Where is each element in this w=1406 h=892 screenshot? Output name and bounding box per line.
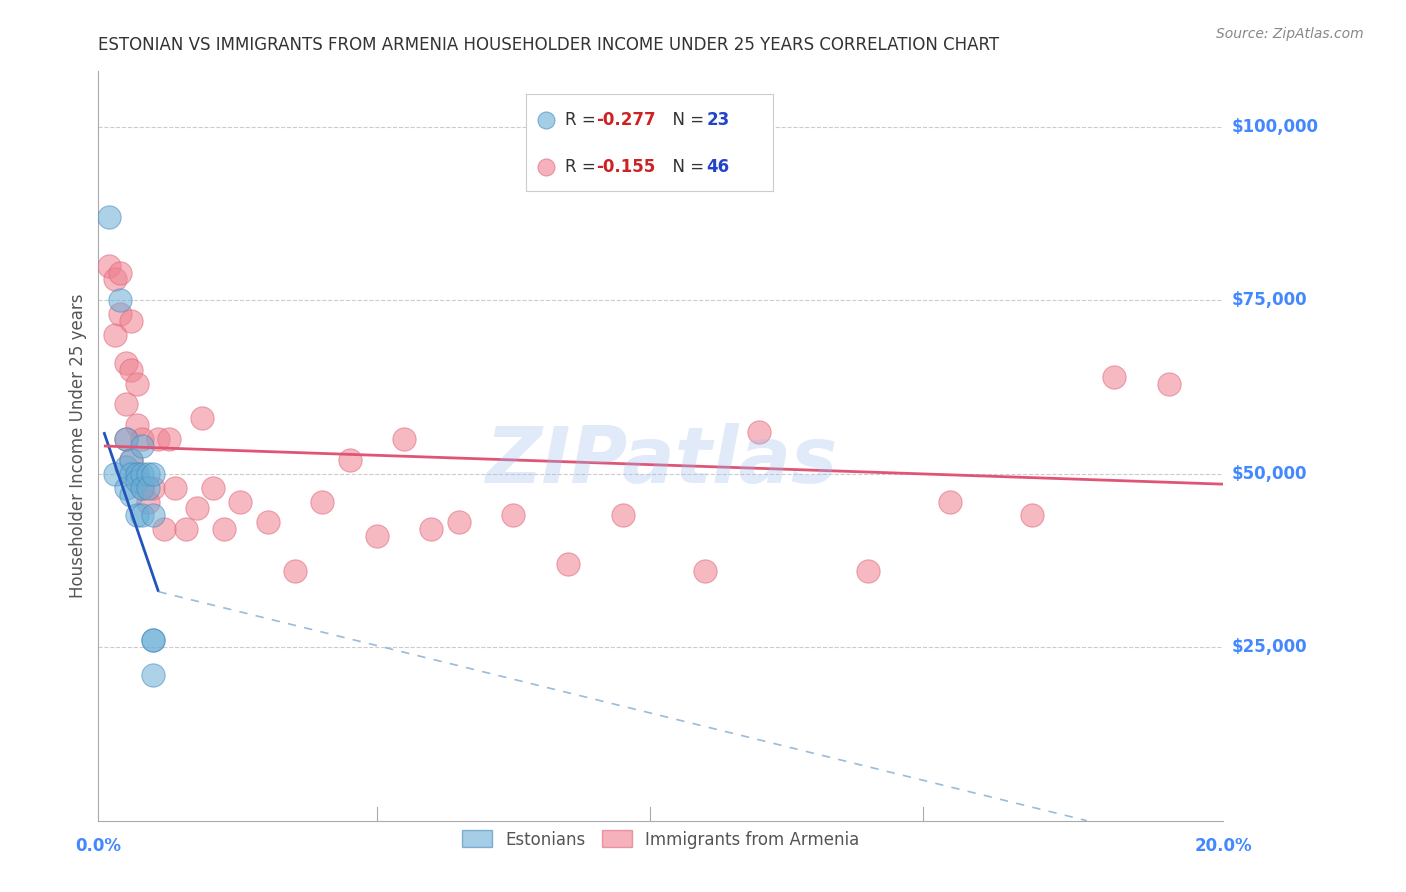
Text: Source: ZipAtlas.com: Source: ZipAtlas.com bbox=[1216, 27, 1364, 41]
Point bbox=[612, 508, 634, 523]
Point bbox=[125, 467, 148, 481]
Point bbox=[142, 508, 165, 523]
Point bbox=[748, 425, 770, 439]
Point bbox=[174, 522, 197, 536]
Point bbox=[256, 516, 278, 530]
Point bbox=[212, 522, 235, 536]
Point bbox=[191, 411, 214, 425]
Point bbox=[120, 467, 142, 481]
Point bbox=[104, 328, 127, 343]
Point bbox=[339, 453, 361, 467]
Legend: Estonians, Immigrants from Armenia: Estonians, Immigrants from Armenia bbox=[457, 825, 865, 854]
Point bbox=[1157, 376, 1180, 391]
Point bbox=[136, 481, 159, 495]
Point bbox=[114, 432, 136, 446]
Point bbox=[110, 307, 132, 321]
Point bbox=[114, 356, 136, 370]
Point bbox=[1021, 508, 1043, 523]
Y-axis label: Householder Income Under 25 years: Householder Income Under 25 years bbox=[69, 293, 87, 599]
Point bbox=[148, 432, 170, 446]
Point bbox=[420, 522, 443, 536]
Point bbox=[131, 481, 153, 495]
Point bbox=[131, 467, 153, 481]
Point bbox=[557, 557, 579, 571]
Point bbox=[502, 508, 524, 523]
Point bbox=[136, 494, 159, 508]
Point bbox=[114, 397, 136, 411]
Point bbox=[202, 481, 225, 495]
Point bbox=[104, 272, 127, 286]
Point bbox=[125, 508, 148, 523]
Point bbox=[104, 467, 127, 481]
Text: $75,000: $75,000 bbox=[1232, 292, 1308, 310]
Point bbox=[131, 508, 153, 523]
Text: $25,000: $25,000 bbox=[1232, 638, 1308, 657]
Text: $50,000: $50,000 bbox=[1232, 465, 1308, 483]
Text: $100,000: $100,000 bbox=[1232, 118, 1319, 136]
Point bbox=[125, 474, 148, 488]
Point bbox=[392, 432, 415, 446]
Point bbox=[447, 516, 470, 530]
Point bbox=[131, 481, 153, 495]
Point bbox=[114, 459, 136, 474]
Point bbox=[311, 494, 333, 508]
Point bbox=[120, 487, 142, 501]
Point bbox=[98, 259, 121, 273]
Point bbox=[142, 481, 165, 495]
Point bbox=[142, 633, 165, 648]
Point bbox=[131, 432, 153, 446]
Point bbox=[163, 481, 186, 495]
Point bbox=[284, 564, 307, 578]
Point bbox=[110, 293, 132, 308]
Text: ZIPatlas: ZIPatlas bbox=[485, 423, 837, 499]
Point bbox=[693, 564, 716, 578]
Point bbox=[1102, 369, 1125, 384]
Point bbox=[120, 453, 142, 467]
Text: ESTONIAN VS IMMIGRANTS FROM ARMENIA HOUSEHOLDER INCOME UNDER 25 YEARS CORRELATIO: ESTONIAN VS IMMIGRANTS FROM ARMENIA HOUS… bbox=[98, 36, 1000, 54]
Point bbox=[142, 633, 165, 648]
Text: 20.0%: 20.0% bbox=[1195, 838, 1251, 855]
Point bbox=[120, 362, 142, 376]
Point bbox=[125, 467, 148, 481]
Point bbox=[142, 467, 165, 481]
Point bbox=[939, 494, 962, 508]
Point bbox=[120, 453, 142, 467]
Point bbox=[229, 494, 252, 508]
Point bbox=[136, 467, 159, 481]
Point bbox=[114, 481, 136, 495]
Point bbox=[125, 376, 148, 391]
Point bbox=[120, 314, 142, 328]
Point bbox=[186, 501, 208, 516]
Point bbox=[114, 432, 136, 446]
Point bbox=[858, 564, 880, 578]
Point bbox=[153, 522, 176, 536]
Text: 0.0%: 0.0% bbox=[76, 838, 121, 855]
Point bbox=[157, 432, 180, 446]
Point bbox=[110, 266, 132, 280]
Point bbox=[142, 668, 165, 682]
Point bbox=[125, 418, 148, 433]
Point bbox=[366, 529, 388, 543]
Point bbox=[131, 439, 153, 453]
Point bbox=[98, 210, 121, 224]
